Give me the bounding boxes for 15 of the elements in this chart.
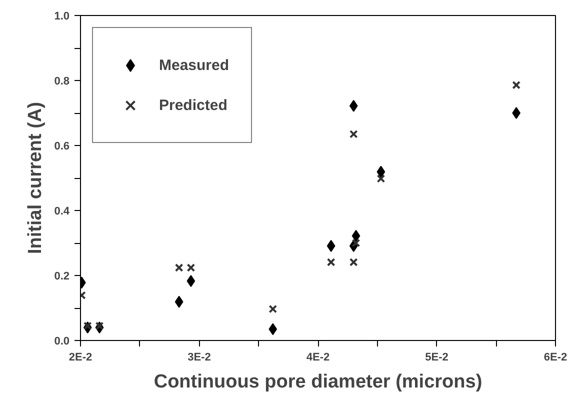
y-tick-label: 0.6: [54, 140, 70, 152]
y-tick-label: 0.4: [54, 206, 70, 218]
x-tick-label: 5E-2: [425, 352, 448, 364]
y-tick-label: 0.2: [54, 270, 70, 282]
x-tick-label: 3E-2: [188, 352, 211, 364]
x-tick-label: 2E-2: [68, 352, 92, 364]
y-tick-label: 0.8: [54, 76, 70, 88]
y-tick-label: 0.0: [54, 336, 70, 348]
legend-label: Measured: [159, 56, 230, 74]
x-axis-title: Continuous pore diameter (microns): [154, 372, 482, 392]
legend-label: Predicted: [159, 96, 228, 114]
y-tick-label: 1.0: [54, 10, 70, 22]
y-axis-title: Initial current (A): [25, 102, 46, 254]
x-tick-label: 6E-2: [544, 352, 568, 364]
x-tick-label: 4E-2: [306, 352, 330, 364]
